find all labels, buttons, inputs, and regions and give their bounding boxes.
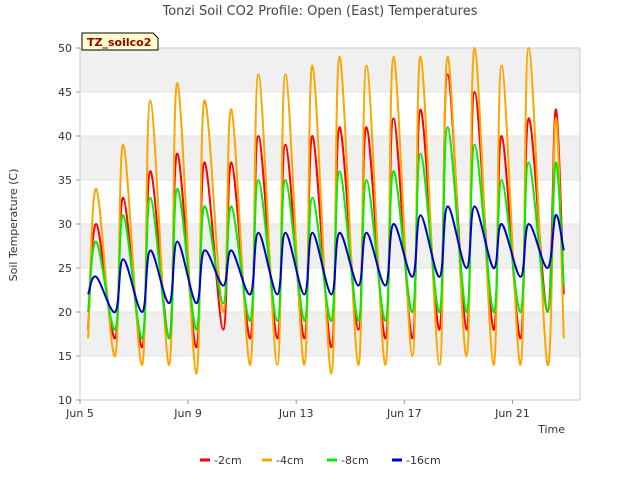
legend-label: -16cm (406, 454, 441, 467)
x-axis: Jun 5 Jun 9 Jun 13 Jun 17 Jun 21 (65, 400, 530, 420)
legend-label: -8cm (341, 454, 369, 467)
y-axis: 10 15 20 25 30 35 40 45 50 (58, 42, 80, 407)
y-tick-label: 30 (58, 218, 72, 231)
y-tick-label: 35 (58, 174, 72, 187)
annotation-label: TZ_soilco2 (87, 36, 151, 49)
y-tick-label: 45 (58, 86, 72, 99)
y-tick-label: 10 (58, 394, 72, 407)
legend-label: -2cm (214, 454, 242, 467)
y-tick-label: 20 (58, 306, 72, 319)
legend-label: -4cm (276, 454, 304, 467)
x-tick-label: Jun 17 (386, 407, 422, 420)
grid-band (80, 136, 580, 180)
x-tick-label: Jun 13 (278, 407, 314, 420)
y-tick-label: 40 (58, 130, 72, 143)
y-axis-label: Soil Temperature (C) (7, 169, 20, 282)
y-tick-label: 25 (58, 262, 72, 275)
series-lines (87, 46, 565, 375)
series-line-minus-16cm (87, 205, 565, 314)
grid-band (80, 48, 580, 92)
annotation-box-shape (81, 32, 159, 51)
x-tick-label: Jun 5 (65, 407, 94, 420)
legend: -2cm -4cm -8cm -16cm (200, 454, 441, 467)
annotation-box: TZ_soilco2 (81, 32, 159, 51)
y-tick-label: 15 (58, 350, 72, 363)
x-tick-label: Jun 9 (173, 407, 202, 420)
x-axis-label: Time (537, 423, 565, 436)
chart-title: Tonzi Soil CO2 Profile: Open (East) Temp… (161, 4, 477, 19)
y-tick-label: 50 (58, 42, 72, 55)
x-tick-label: Jun 21 (494, 407, 530, 420)
